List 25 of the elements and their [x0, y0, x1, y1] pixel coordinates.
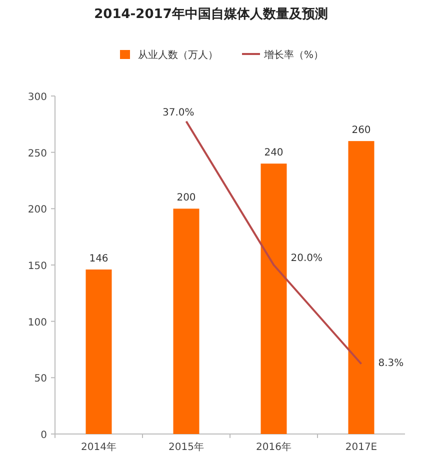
chart-title: 2014-2017年中国自媒体人数量及预测 — [94, 7, 328, 22]
data-label: 8.3% — [378, 358, 404, 369]
x-tick-label: 2017E — [345, 442, 378, 453]
x-tick-label: 2015年 — [168, 441, 204, 453]
x-tick-label: 2014年 — [81, 441, 116, 453]
y-tick-label: 50 — [34, 374, 47, 385]
data-label: 200 — [176, 192, 196, 204]
data-label: 240 — [264, 148, 284, 159]
data-label: 260 — [352, 125, 371, 136]
bar — [86, 270, 112, 434]
x-tick-label: 2016年 — [256, 441, 292, 453]
data-label: 37.0% — [162, 107, 194, 118]
bar — [348, 141, 374, 434]
y-tick-label: 0 — [40, 430, 47, 441]
data-label: 20.0% — [290, 253, 323, 264]
data-label: 146 — [89, 254, 108, 265]
y-tick-label: 200 — [28, 204, 47, 216]
y-tick-label: 100 — [28, 317, 47, 328]
bar — [260, 164, 287, 434]
y-tick-label: 250 — [28, 148, 47, 160]
legend-label: 增长率（%） — [263, 49, 324, 61]
legend-label: 从业人数（万人） — [138, 49, 218, 61]
y-tick-label: 300 — [28, 92, 47, 103]
y-tick-label: 150 — [28, 261, 47, 272]
bar — [173, 208, 200, 434]
